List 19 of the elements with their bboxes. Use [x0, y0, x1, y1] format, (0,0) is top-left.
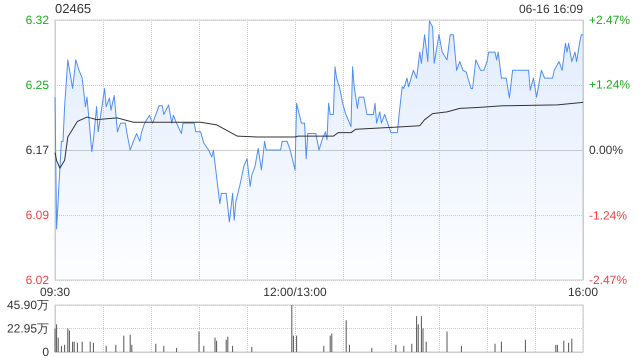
y-tick-label: 22.95万 [6, 322, 49, 336]
y2-tick-label: 0.00% [589, 143, 624, 157]
y2-tick-label: -1.24% [589, 208, 628, 222]
y2-tick-label: +2.47% [589, 13, 630, 27]
x-tick-label: 16:00 [568, 285, 598, 299]
x-tick-label: 09:30 [40, 285, 70, 299]
y2-tick-label: +1.24% [589, 78, 630, 92]
y-tick-label: 6.32 [26, 13, 50, 27]
y-tick-label: 6.02 [26, 273, 50, 287]
line-series [54, 102, 584, 169]
text: 06-16 16:09 [518, 2, 584, 16]
y-tick-label: 0 [42, 345, 50, 359]
y2-tick-label: -2.47% [589, 273, 628, 287]
y-tick-label: 6.25 [26, 78, 50, 92]
y-tick-label: 6.17 [26, 143, 50, 157]
chart-title: 02465 [55, 1, 92, 16]
x-tick-label: 12:00/13:00 [263, 285, 328, 299]
y-tick-label: 45.90万 [6, 298, 49, 312]
y-tick-label: 6.09 [26, 208, 50, 222]
